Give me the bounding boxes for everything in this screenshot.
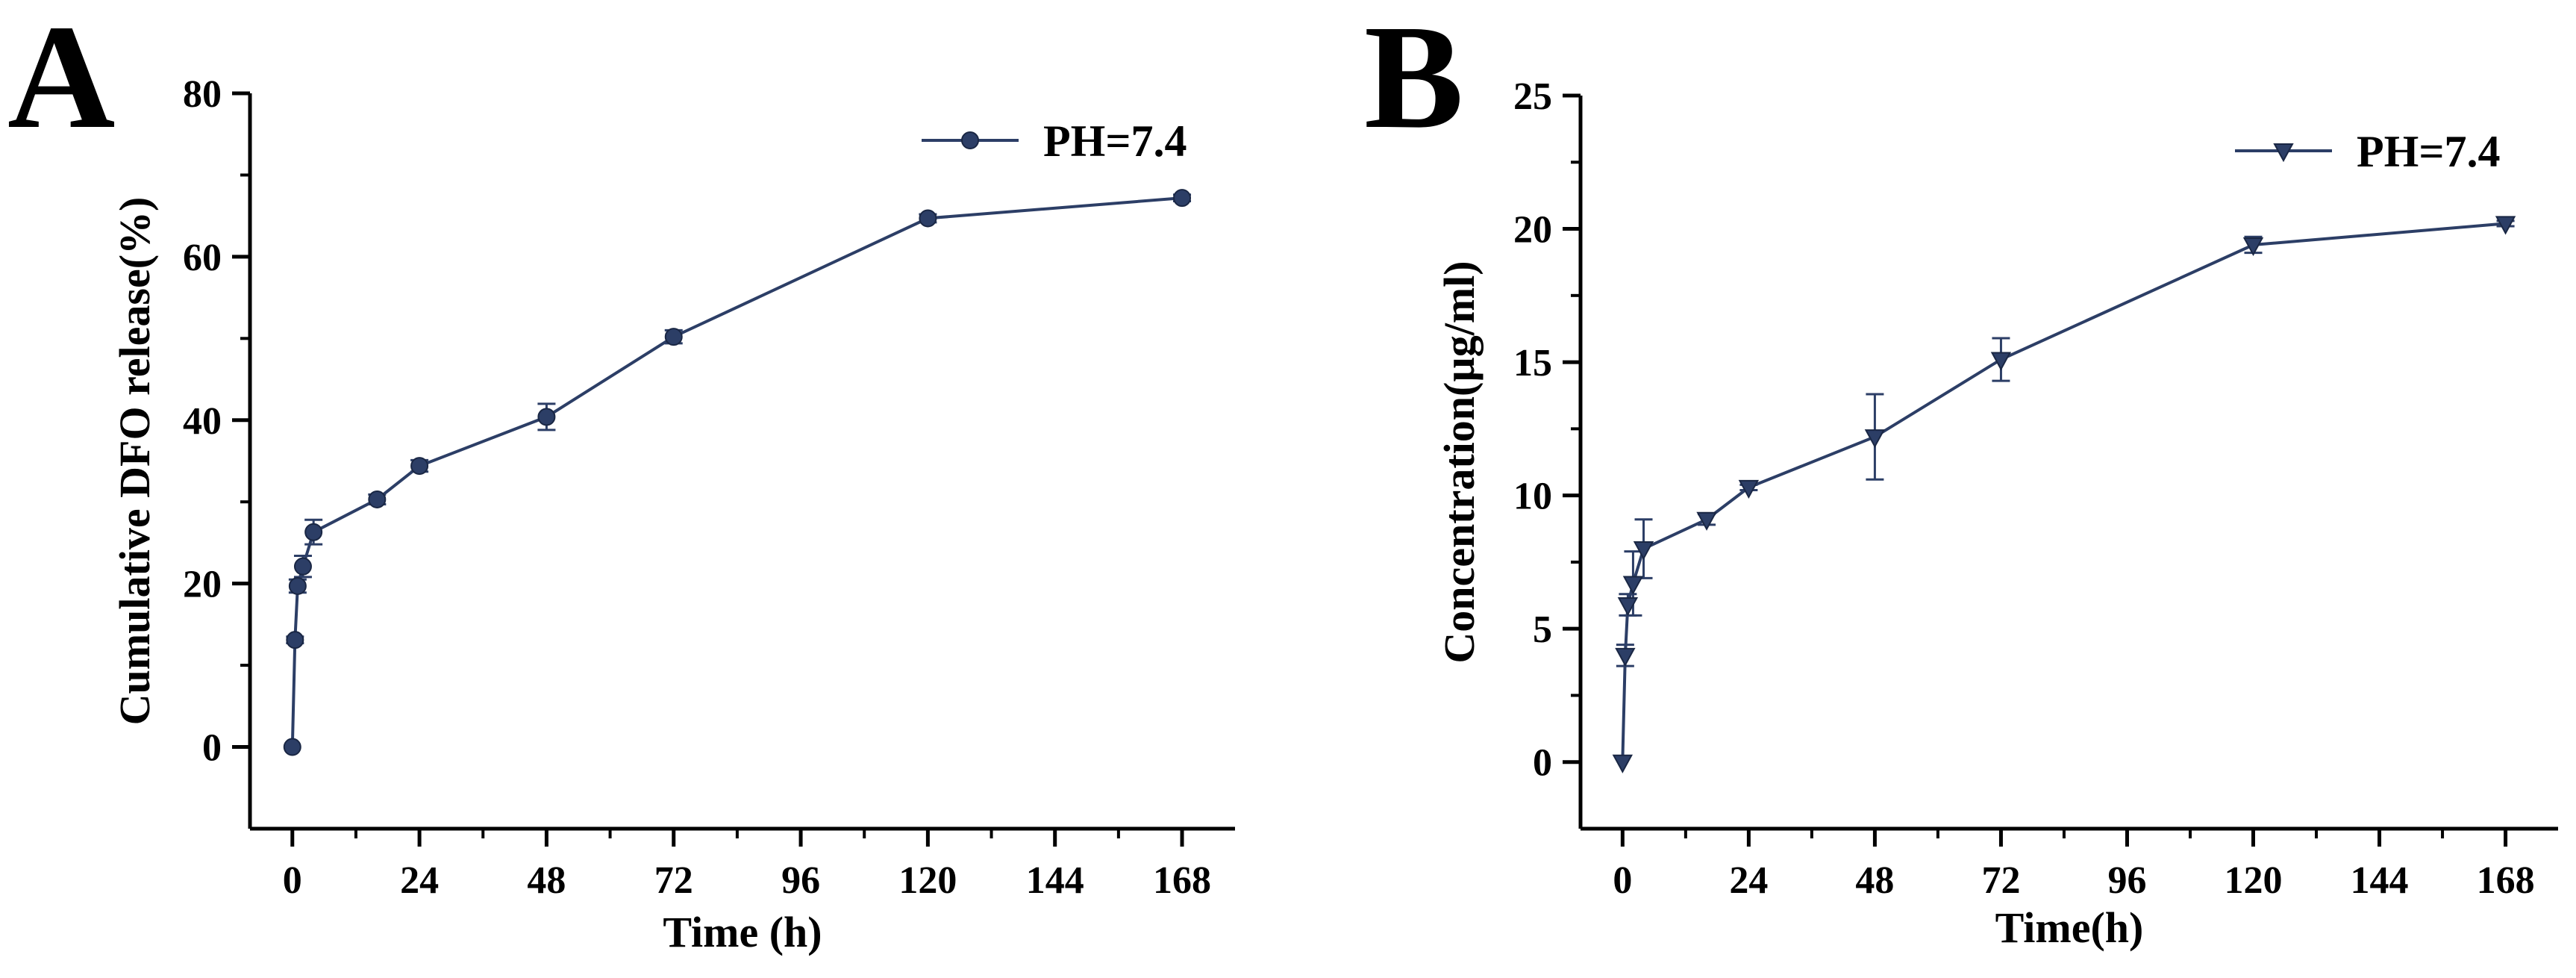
panel-b-data-point bbox=[1864, 429, 1886, 449]
panel-a-x-tick-label: 48 bbox=[527, 859, 566, 902]
panel-a-x-tick-label: 0 bbox=[283, 859, 302, 902]
panel-a-data-point bbox=[368, 490, 387, 508]
panel-b-data-point bbox=[1622, 576, 1644, 595]
panel-b-legend-marker bbox=[2273, 143, 2294, 163]
panel-b-data-point bbox=[1612, 754, 1634, 773]
panel-a-legend-marker bbox=[961, 131, 979, 149]
panel-b-letter: B bbox=[1364, 0, 1463, 160]
panel-b-x-tick-label: 48 bbox=[1855, 859, 1894, 902]
panel-b: B 0 24 48 72 96 120 144 168 0 5 10 15 20 25 Time(h) Con… bbox=[1364, 0, 2558, 952]
panel-b-x-axis-title: Time(h) bbox=[1995, 903, 2144, 952]
panel-a-data-point bbox=[410, 457, 429, 476]
panel-b-data-point bbox=[1990, 352, 2012, 371]
panel-b-data-point bbox=[1738, 479, 1760, 499]
panel-b-y-tick-label: 15 bbox=[1513, 342, 1552, 384]
panel-b-y-tick-label: 5 bbox=[1533, 608, 1552, 651]
panel-b-x-tick-label: 96 bbox=[2107, 859, 2146, 902]
panel-b-x-tick-label: 0 bbox=[1613, 859, 1632, 902]
panel-a-y-axis-title: Cumulative DFO release(%) bbox=[110, 197, 159, 726]
panel-a-data-point bbox=[664, 328, 683, 346]
panel-a-x-tick-label: 168 bbox=[1153, 859, 1211, 902]
panel-b-x-tick-label: 72 bbox=[1981, 859, 2020, 902]
panel-a-x-axis-title: Time (h) bbox=[663, 908, 822, 956]
panel-a-data-point bbox=[919, 209, 937, 228]
panel-b-x-tick-label: 144 bbox=[2351, 859, 2409, 902]
panel-a-y-tick-label: 20 bbox=[183, 564, 222, 606]
panel-a-data-point bbox=[283, 738, 301, 756]
panel-a-data-point bbox=[288, 576, 307, 595]
panel-a-x-tick-label: 120 bbox=[898, 859, 957, 902]
panel-b-legend-label: PH=7.4 bbox=[2357, 127, 2501, 176]
panel-b-x-tick-label: 120 bbox=[2225, 859, 2283, 902]
panel-b-data-point bbox=[1696, 511, 1717, 531]
panel-b-data-point bbox=[1633, 541, 1654, 561]
panel-a-y-tick-label: 40 bbox=[183, 400, 222, 443]
panel-b-data-point bbox=[1615, 647, 1636, 667]
panel-b-x-tick-label: 24 bbox=[1729, 859, 1768, 902]
panel-b-y-axis-title: Concentration(µg/ml) bbox=[1435, 261, 1484, 663]
panel-a-x-tick-label: 24 bbox=[400, 859, 439, 902]
panel-b-legend: PH=7.4 bbox=[2235, 127, 2501, 176]
panel-a-data-point bbox=[1173, 189, 1192, 208]
panel-b-y-tick-label: 0 bbox=[1533, 742, 1552, 785]
panel-a-x-tick-label: 72 bbox=[654, 859, 693, 902]
panel-a-y-tick-label: 0 bbox=[202, 727, 222, 770]
panel-b-y-tick-label: 10 bbox=[1513, 476, 1552, 518]
panel-b-y-tick-label: 25 bbox=[1513, 75, 1552, 118]
panel-b-data-point bbox=[2495, 216, 2516, 235]
panel-a-x-tick-label: 144 bbox=[1026, 859, 1084, 902]
panel-a-data-point bbox=[293, 557, 312, 576]
panel-a-letter: A bbox=[7, 0, 115, 160]
panel-b-data-point bbox=[1617, 597, 1639, 617]
panel-a-legend: PH=7.4 bbox=[922, 116, 1187, 166]
panel-a-data-point bbox=[286, 631, 304, 650]
panel-b-x-tick-label: 168 bbox=[2477, 859, 2535, 902]
panel-b-data-point bbox=[2242, 237, 2264, 257]
panel-b-series-line bbox=[1621, 222, 2506, 762]
panel-a-y-tick-label: 60 bbox=[183, 237, 222, 279]
panel-a-y-tick-label: 80 bbox=[183, 73, 222, 116]
panel-a-x-tick-label: 96 bbox=[781, 859, 820, 902]
panel-a-legend-label: PH=7.4 bbox=[1043, 116, 1187, 166]
panel-b-y-tick-label: 20 bbox=[1513, 209, 1552, 252]
panel-a-data-point bbox=[537, 408, 556, 426]
panel-a-data-point bbox=[304, 523, 323, 541]
panel-a: A 0 24 48 72 96 120 144 168 0 20 40 60 80 Time (h) Cum… bbox=[7, 0, 1235, 956]
